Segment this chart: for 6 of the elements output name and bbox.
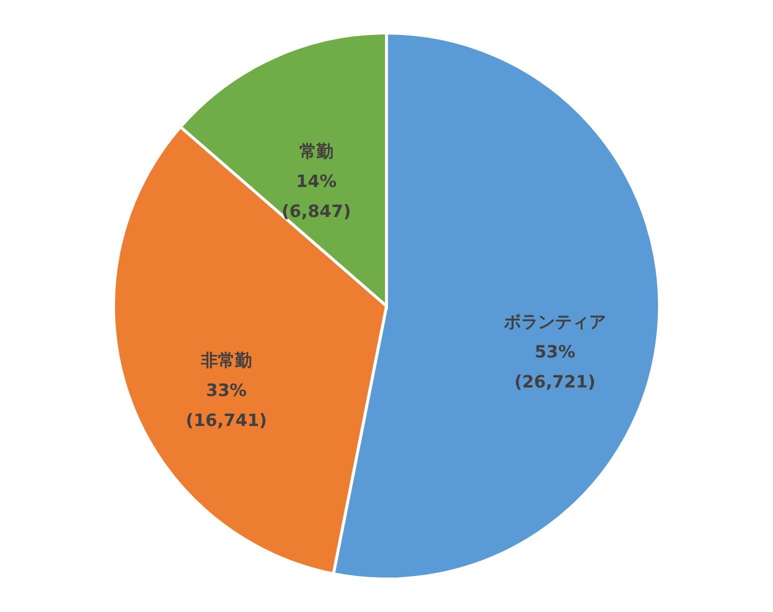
slice-label: 非常勤: [200, 350, 252, 371]
data-label: 33% (16,741): [186, 380, 267, 431]
slice-label: 常勤: [299, 142, 334, 162]
data-label: 14% (6,847): [282, 172, 351, 222]
slice-label: ボランティア: [502, 312, 606, 333]
data-label: 53% (26,721): [514, 342, 596, 393]
